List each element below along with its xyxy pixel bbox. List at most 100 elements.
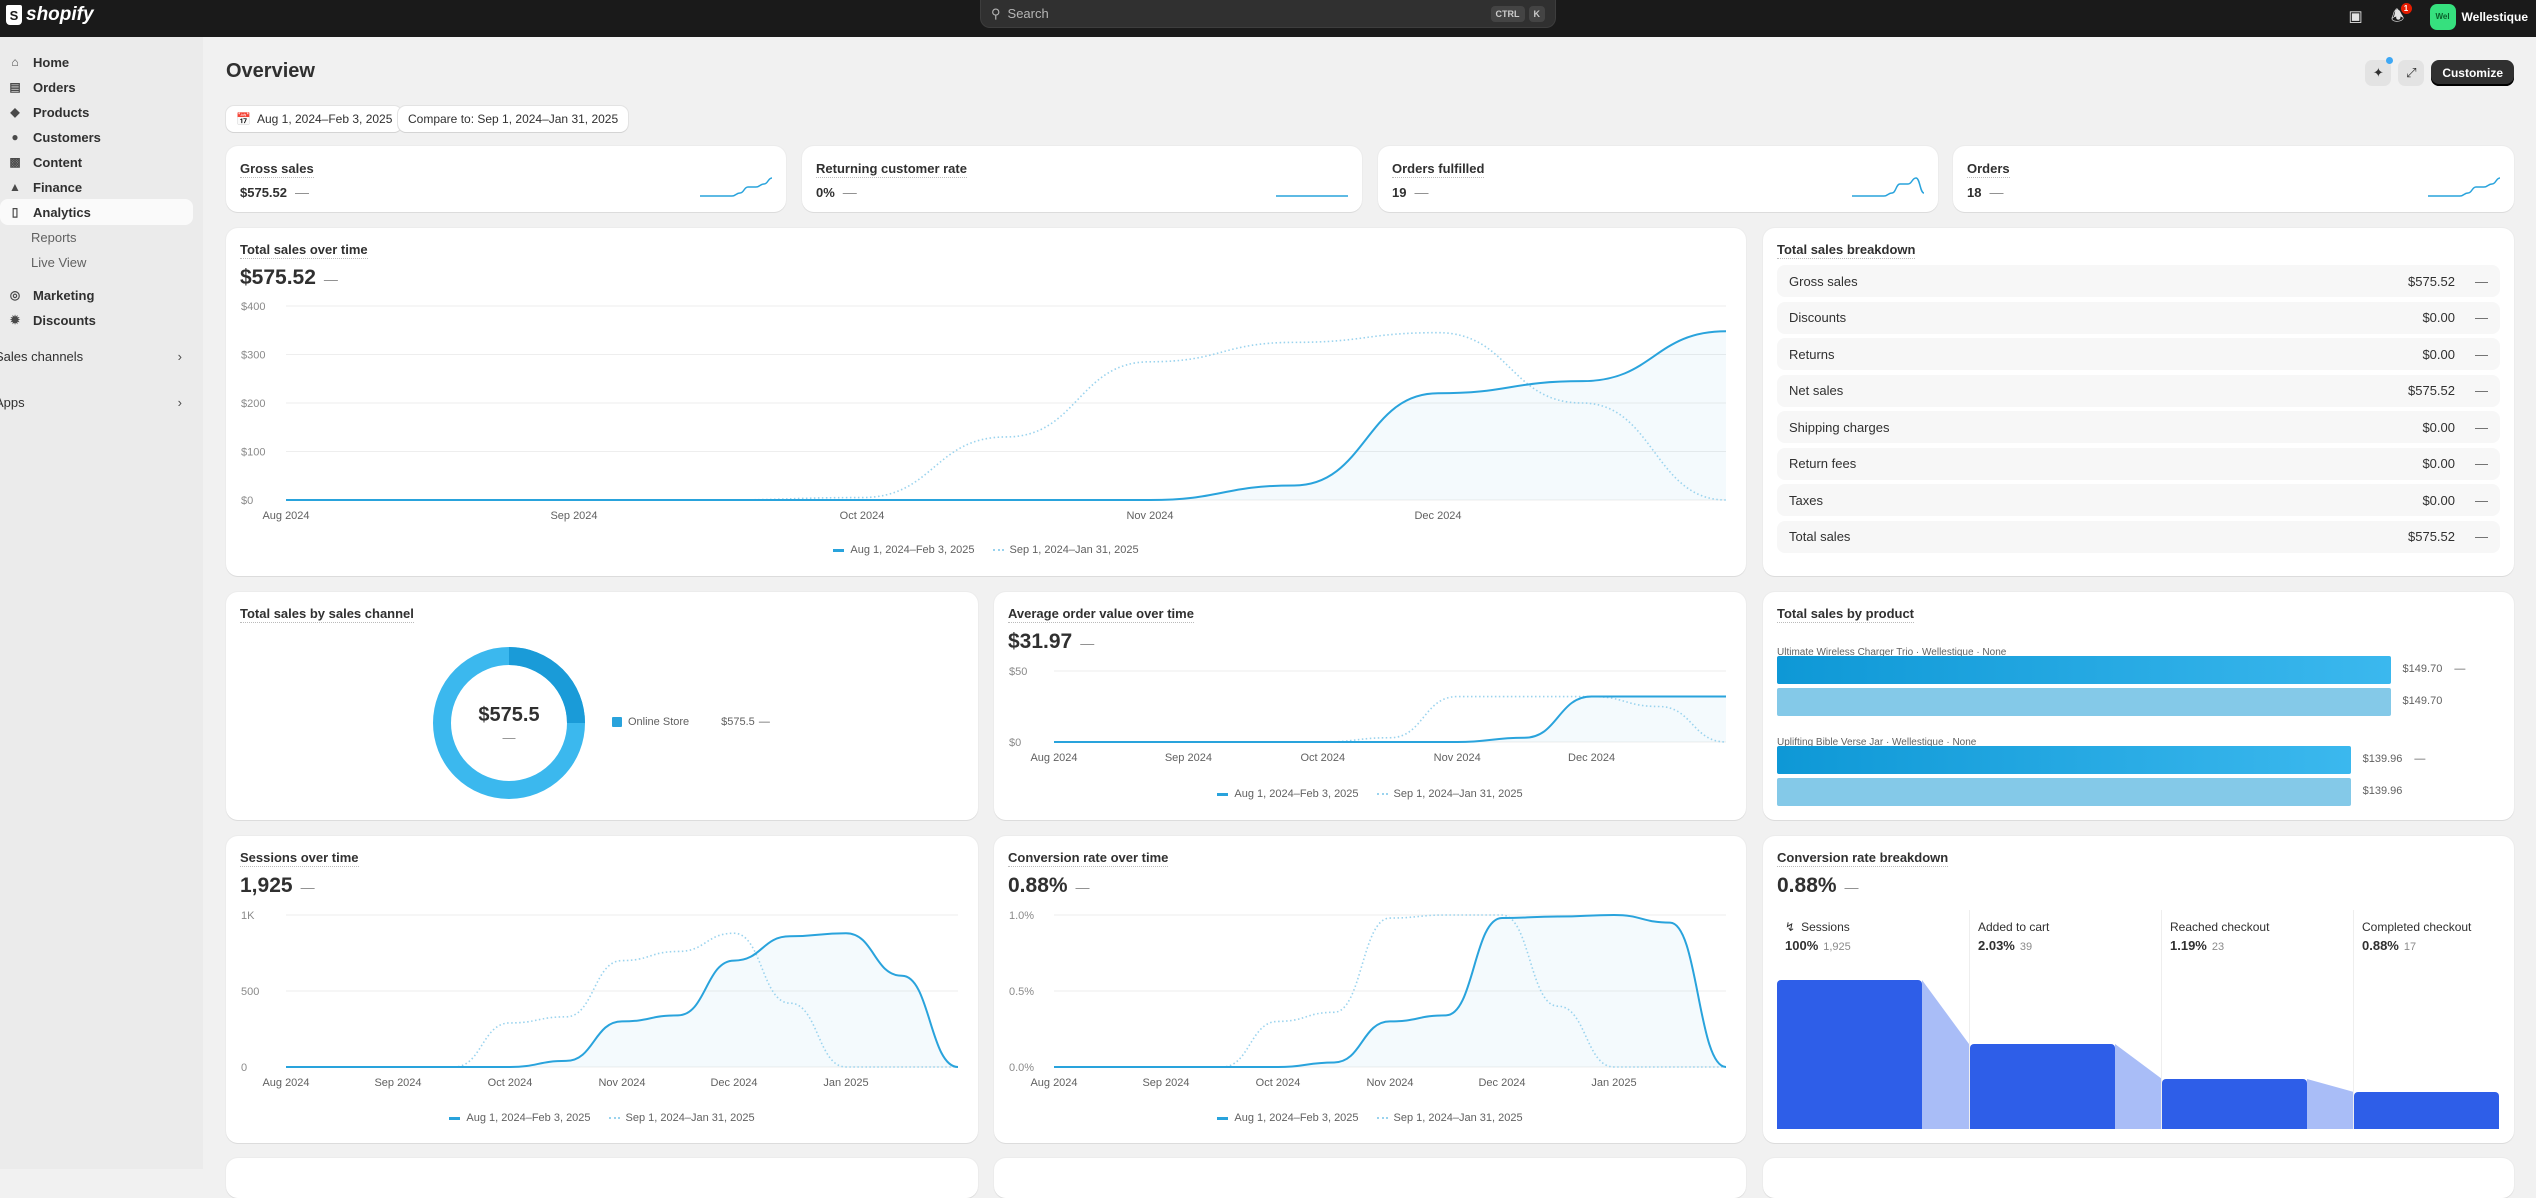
- series-current-line[interactable]: [1054, 913, 1727, 1068]
- bell-icon[interactable]: 🕭 1: [2388, 3, 2412, 27]
- row-value: $0.00: [2422, 419, 2455, 435]
- expand-icon[interactable]: ⤢: [2398, 60, 2425, 86]
- card-title[interactable]: Total sales by sales channel: [240, 606, 414, 623]
- sidebar-item-reports[interactable]: Reports: [0, 224, 193, 250]
- breakdown-row[interactable]: Return fees $0.00 —: [1777, 447, 2500, 480]
- y-tick-label: 0.5%: [1009, 986, 1034, 998]
- date-range-picker[interactable]: 📅 Aug 1, 2024–Feb 3, 2025: [226, 106, 403, 132]
- row-label: Total sales: [1789, 529, 1851, 544]
- sales-breakdown-card: Total sales breakdown Gross sales $575.52…: [1763, 228, 2514, 576]
- compare-picker[interactable]: Compare to: Sep 1, 2024–Jan 31, 2025: [398, 106, 629, 132]
- sidebar-group-apps[interactable]: Apps ›: [0, 389, 188, 415]
- sidebar-item-orders[interactable]: ▤ Orders: [0, 74, 193, 100]
- x-tick-label: Dec 2024: [710, 1077, 757, 1089]
- sidebar-group-sales-channels[interactable]: Sales channels ›: [0, 343, 188, 369]
- chart-legend: Aug 1, 2024–Feb 3, 2025 Sep 1, 2024–Jan 3…: [226, 544, 1746, 556]
- breakdown-row[interactable]: Discounts $0.00 —: [1777, 301, 2500, 334]
- row-label: Net sales: [1789, 383, 1844, 398]
- legend-current[interactable]: Aug 1, 2024–Feb 3, 2025: [449, 1112, 591, 1124]
- legend-current[interactable]: Aug 1, 2024–Feb 3, 2025: [1217, 1112, 1359, 1124]
- breakdown-row[interactable]: Total sales $575.52 —: [1777, 520, 2500, 553]
- product-bar-current[interactable]: [1777, 656, 2391, 684]
- series-current-line[interactable]: [286, 932, 959, 1068]
- series-current-line[interactable]: [1054, 695, 1726, 743]
- legend-previous[interactable]: Sep 1, 2024–Jan 31, 2025: [1376, 1112, 1523, 1124]
- metric-change: —: [1080, 635, 1095, 651]
- kpi-orders-fulfilled[interactable]: Orders fulfilled 19 —: [1378, 146, 1938, 212]
- shortcut-hint: CTRL K: [1490, 5, 1545, 22]
- series-previous-line[interactable]: [1054, 914, 1726, 1068]
- sidebar-item-content[interactable]: ▩ Content: [0, 149, 193, 175]
- sales-by-channel-card: Total sales by sales channel $575.5 — On…: [226, 592, 978, 820]
- kpi-value: $575.52: [240, 185, 287, 200]
- legend-label: Sep 1, 2024–Jan 31, 2025: [1393, 1112, 1523, 1124]
- donut-chart: [433, 647, 585, 799]
- series-current-line[interactable]: [286, 330, 1727, 501]
- legend-label: Sep 1, 2024–Jan 31, 2025: [625, 1112, 755, 1124]
- sidebar-item-analytics[interactable]: ▯ Analytics: [0, 199, 193, 225]
- legend-current[interactable]: Aug 1, 2024–Feb 3, 2025: [833, 544, 975, 556]
- kpi-label: Returning customer rate: [816, 161, 967, 178]
- breakdown-row[interactable]: Net sales $575.52 —: [1777, 374, 2500, 407]
- x-tick-label: Nov 2024: [598, 1077, 645, 1089]
- legend-current[interactable]: Aug 1, 2024–Feb 3, 2025: [1217, 788, 1359, 800]
- sidebar-item-live-view[interactable]: Live View: [0, 249, 193, 275]
- row-value: $0.00: [2422, 310, 2455, 325]
- product-bar-current[interactable]: [1777, 746, 2351, 774]
- date-range-label: Aug 1, 2024–Feb 3, 2025: [256, 112, 393, 126]
- card-title[interactable]: Average order value over time: [1008, 606, 1194, 623]
- sidebar-item-home[interactable]: ⌂ Home: [0, 49, 193, 75]
- y-tick-label: $100: [241, 447, 265, 459]
- funnel-step[interactable]: Reached checkout 1.19% 23: [2161, 910, 2354, 1129]
- celebrate-icon[interactable]: ✦: [2365, 57, 2394, 86]
- card-title[interactable]: Total sales by product: [1777, 606, 1915, 623]
- customize-button[interactable]: Customize: [2431, 60, 2514, 86]
- legend-previous[interactable]: Sep 1, 2024–Jan 31, 2025: [1376, 788, 1523, 800]
- funnel-step[interactable]: ↯ Sessions 100% 1,925: [1777, 910, 1969, 1129]
- y-tick-label: $300: [241, 350, 265, 362]
- store-menu[interactable]: Wel Wellestique: [2429, 4, 2528, 30]
- conversion-breakdown-card: Conversion rate breakdown 0.88% — ↯ Sessio…: [1763, 836, 2514, 1143]
- card-title[interactable]: Sessions over time: [240, 850, 359, 867]
- sidebar-item-finance[interactable]: ▲ Finance: [0, 174, 193, 200]
- store-icon[interactable]: ▣: [2348, 8, 2363, 25]
- total-sales-chart: $0 $100 $200 $300 $400 Aug 2024 Sep 2024 Oct 20…: [241, 301, 1727, 522]
- store-name: Wellestique: [2461, 10, 2528, 24]
- card-title[interactable]: Conversion rate breakdown: [1777, 850, 1949, 867]
- sidebar-item-discounts[interactable]: ✹ Discounts: [0, 307, 193, 333]
- funnel-step[interactable]: Completed checkout 0.88% 17: [2353, 910, 2514, 1129]
- product-bar-previous[interactable]: [1777, 688, 2391, 716]
- donut-legend-item[interactable]: Online Store $575.5 —: [612, 716, 770, 728]
- new-indicator: [2386, 57, 2394, 64]
- funnel-step[interactable]: Added to cart 2.03% 39: [1969, 910, 2162, 1129]
- sidebar-item-products[interactable]: ◆ Products: [0, 99, 193, 125]
- search-input[interactable]: ⚲ Search CTRL K: [980, 0, 1556, 28]
- sidebar-item-customers[interactable]: ● Customers: [0, 124, 193, 150]
- legend-previous[interactable]: Sep 1, 2024–Jan 31, 2025: [992, 544, 1139, 556]
- series-previous-line[interactable]: [286, 331, 1727, 501]
- chart-legend: Aug 1, 2024–Feb 3, 2025 Sep 1, 2024–Jan 3…: [994, 1112, 1746, 1124]
- kpi-gross-sales[interactable]: Gross sales $575.52 —: [226, 146, 786, 212]
- card-title[interactable]: Conversion rate over time: [1008, 850, 1169, 867]
- kpi-returning-customer-rate[interactable]: Returning customer rate 0% —: [802, 146, 1362, 212]
- breakdown-row[interactable]: Returns $0.00 —: [1777, 338, 2500, 370]
- x-tick-label: Aug 2024: [262, 510, 309, 522]
- breakdown-row[interactable]: Shipping charges $0.00 —: [1777, 411, 2500, 443]
- row-change: —: [2475, 346, 2488, 362]
- sidebar-item-marketing[interactable]: ◎ Marketing: [0, 282, 193, 308]
- total-sales-card: Total sales over time $575.52 — $0 $100 $20…: [226, 228, 1746, 576]
- card-title[interactable]: Total sales over time: [240, 242, 368, 259]
- sidebar: ⌂ Home ▤ Orders ◆ Products ● Customers ▩ Cont…: [0, 37, 203, 1169]
- breakdown-row[interactable]: Taxes $0.00 —: [1777, 484, 2500, 516]
- funnel-bar: [1970, 1044, 2115, 1129]
- x-tick-label: Sep 2024: [1165, 752, 1212, 764]
- product-value-previous: $139.96: [2362, 785, 2403, 797]
- breakdown-row[interactable]: Gross sales $575.52 —: [1777, 265, 2500, 297]
- kbd-k: K: [1528, 5, 1545, 22]
- x-tick-label: Nov 2024: [1434, 752, 1481, 764]
- product-bar-previous[interactable]: [1777, 778, 2351, 806]
- kpi-orders[interactable]: Orders 18 —: [1953, 146, 2514, 212]
- card-title[interactable]: Total sales breakdown: [1777, 242, 1916, 259]
- legend-previous[interactable]: Sep 1, 2024–Jan 31, 2025: [608, 1112, 755, 1124]
